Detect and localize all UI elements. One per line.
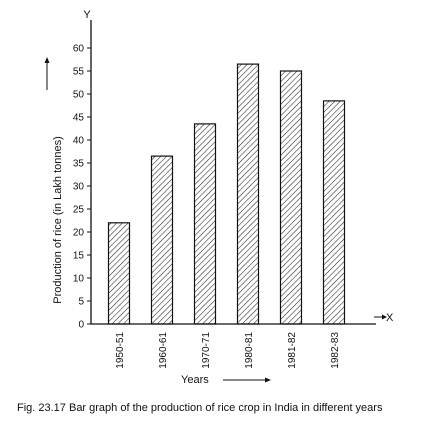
y-axis-label: Production of rice (in Lakh tonnes) bbox=[52, 136, 64, 304]
y-tick-label: 50 bbox=[73, 90, 85, 101]
y-tick-label: 45 bbox=[73, 113, 85, 124]
bar-1970-71 bbox=[193, 123, 217, 325]
bar-1981-82 bbox=[279, 70, 303, 325]
category-labels: 1950-51 1960-61 1970-71 1980-81 1981-82 1982-… bbox=[115, 332, 341, 369]
y-ticks: 0 5 10 15 20 25 30 35 40 45 50 55 60 bbox=[73, 44, 91, 331]
figure-caption: Fig. 23.17 Bar graph of the production o… bbox=[17, 402, 383, 414]
x-axis-end-arrowhead bbox=[382, 314, 387, 320]
y-tick-label: 55 bbox=[73, 67, 85, 78]
x-axis-letter: X bbox=[386, 312, 394, 324]
y-tick-label: 60 bbox=[73, 44, 85, 55]
category-label: 1982-83 bbox=[330, 332, 341, 369]
bar-1980-81 bbox=[236, 63, 260, 325]
bar-1982-83 bbox=[322, 100, 346, 325]
y-tick-label: 30 bbox=[73, 182, 85, 193]
y-tick-label: 15 bbox=[73, 251, 85, 262]
y-tick-label: 5 bbox=[78, 297, 84, 308]
y-tick-label: 0 bbox=[78, 320, 84, 331]
y-tick-label: 35 bbox=[73, 159, 85, 170]
bars bbox=[107, 63, 346, 325]
category-label: 1980-81 bbox=[244, 332, 255, 369]
category-label: 1950-51 bbox=[115, 332, 126, 369]
x-label-arrow bbox=[223, 377, 271, 383]
y-label-arrow bbox=[44, 57, 50, 90]
y-tick-label: 40 bbox=[73, 136, 85, 147]
y-axis-letter: Y bbox=[83, 9, 91, 21]
category-label: 1960-61 bbox=[158, 332, 169, 369]
x-axis-label: Years bbox=[181, 374, 209, 386]
category-label: 1970-71 bbox=[201, 332, 212, 369]
category-label: 1981-82 bbox=[287, 332, 298, 369]
bar-1960-61 bbox=[150, 155, 174, 325]
y-tick-label: 10 bbox=[73, 274, 85, 285]
y-tick-label: 20 bbox=[73, 228, 85, 239]
y-tick-label: 25 bbox=[73, 205, 85, 216]
bar-1950-51 bbox=[107, 222, 131, 325]
